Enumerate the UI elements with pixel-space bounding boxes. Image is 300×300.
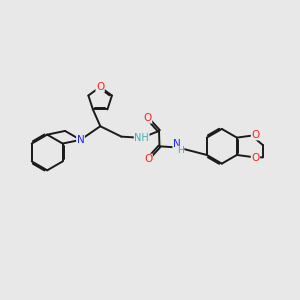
Text: O: O xyxy=(251,130,260,140)
Text: O: O xyxy=(143,113,152,123)
Text: O: O xyxy=(251,153,260,163)
Text: N: N xyxy=(173,139,181,149)
Text: O: O xyxy=(96,82,104,92)
Text: H: H xyxy=(177,146,184,155)
Text: N: N xyxy=(76,135,84,145)
Text: NH: NH xyxy=(134,133,149,143)
Text: O: O xyxy=(144,154,152,164)
